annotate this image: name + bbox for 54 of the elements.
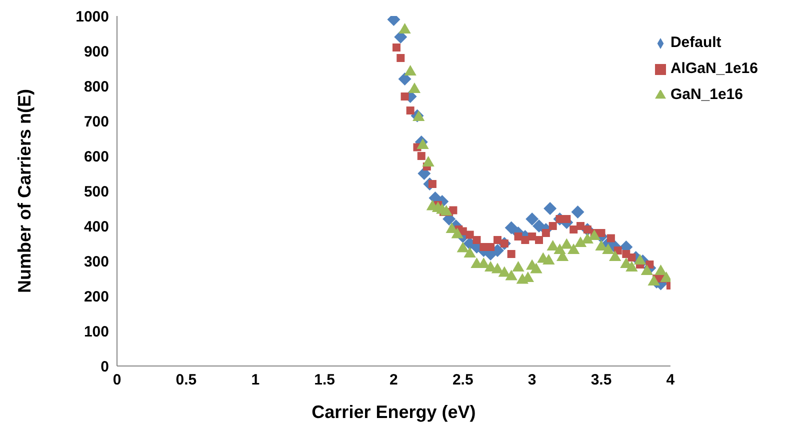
point xyxy=(571,206,584,218)
x-tick-label: 0 xyxy=(112,372,122,389)
y-axis-title: Number of Carriers n(E) xyxy=(14,88,34,294)
point xyxy=(576,222,585,230)
y-tick-label: 600 xyxy=(84,148,109,166)
y-tick-label: 1000 xyxy=(76,8,109,26)
point xyxy=(466,230,474,239)
point xyxy=(597,229,606,237)
point xyxy=(486,243,495,251)
point xyxy=(493,236,502,244)
point xyxy=(562,215,571,223)
legend-label: GaN_1e16 xyxy=(670,86,743,103)
y-tick-label: 400 xyxy=(84,218,109,236)
point xyxy=(398,72,412,86)
point xyxy=(528,232,536,240)
point xyxy=(526,212,539,226)
x-tick-label: 4 xyxy=(666,372,676,389)
point xyxy=(428,180,436,188)
point xyxy=(628,254,636,262)
point xyxy=(534,236,543,244)
x-tick-label: 1 xyxy=(251,372,260,389)
x-tick-label: 2 xyxy=(390,372,398,389)
point xyxy=(396,54,405,62)
point xyxy=(548,222,557,230)
point xyxy=(507,250,516,258)
point xyxy=(521,236,530,244)
y-tick-label: 300 xyxy=(84,253,109,270)
point xyxy=(504,221,518,234)
point xyxy=(514,232,522,240)
point xyxy=(570,226,578,234)
point xyxy=(392,44,400,52)
y-tick-label: 200 xyxy=(84,288,109,306)
point xyxy=(417,152,426,160)
y-tick-label: 0 xyxy=(100,358,109,376)
x-axis-title: Carrier Energy (eV) xyxy=(312,402,476,422)
point xyxy=(394,30,408,44)
y-tick-label: 100 xyxy=(84,323,109,340)
y-tick-label: 700 xyxy=(84,113,109,130)
x-tick-label: 2.5 xyxy=(452,372,474,389)
x-tick-label: 3.5 xyxy=(590,372,612,389)
point xyxy=(472,236,481,244)
y-tick-label: 500 xyxy=(84,183,109,200)
point xyxy=(606,234,615,242)
y-tick-label: 800 xyxy=(84,78,109,96)
x-tick-label: 0.5 xyxy=(176,372,197,389)
point xyxy=(406,106,414,114)
x-tick-label: 1.5 xyxy=(314,372,335,389)
point xyxy=(544,202,557,215)
point xyxy=(542,229,550,237)
point xyxy=(400,92,409,100)
legend-label: Default xyxy=(670,34,722,51)
x-tick-label: 3 xyxy=(528,372,536,389)
y-tick-label: 900 xyxy=(84,43,109,60)
legend-label: AlGaN_1e16 xyxy=(670,60,758,77)
